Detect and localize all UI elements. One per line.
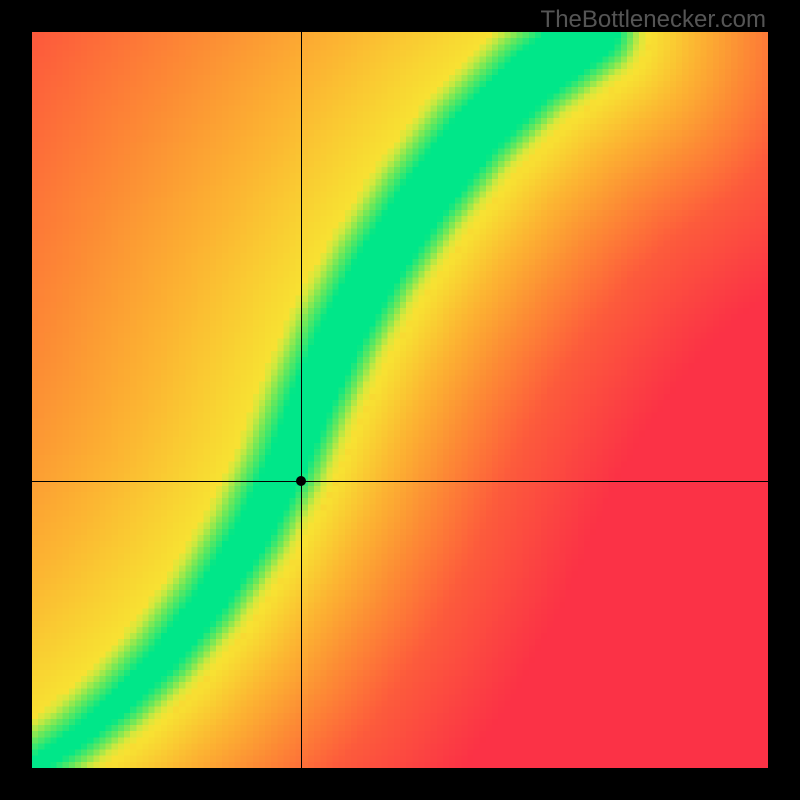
selected-point-marker <box>296 476 306 486</box>
crosshair-horizontal <box>32 481 768 482</box>
crosshair-vertical <box>301 32 302 768</box>
bottleneck-heatmap <box>32 32 768 768</box>
chart-container: TheBottlenecker.com <box>0 0 800 800</box>
watermark-text: TheBottlenecker.com <box>541 6 766 34</box>
